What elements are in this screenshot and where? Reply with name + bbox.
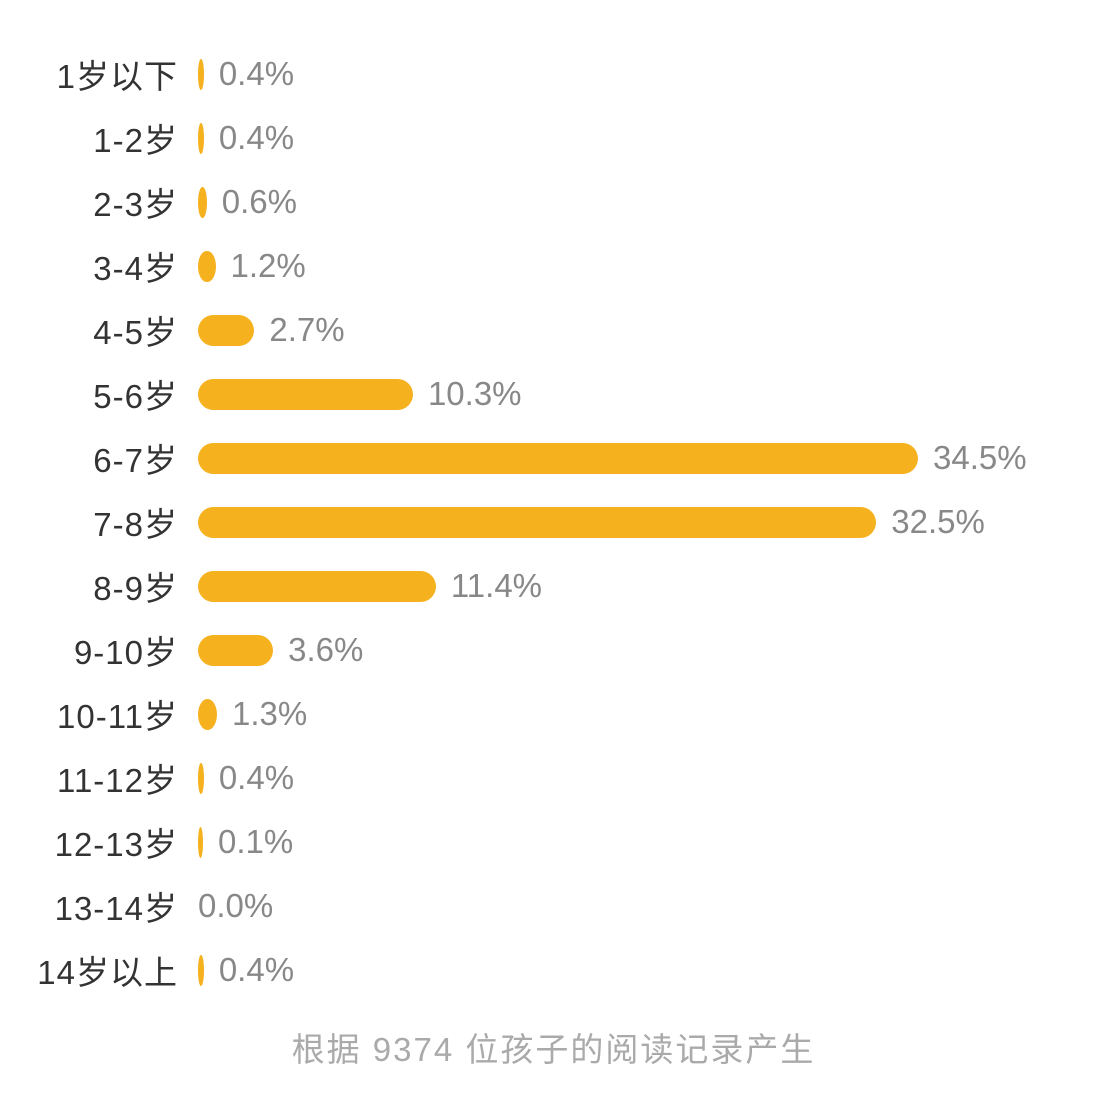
value-label: 0.4% <box>219 119 294 157</box>
bar <box>198 635 273 666</box>
bar-wrapper: 11.4% <box>198 567 1058 605</box>
bar-wrapper: 0.4% <box>198 951 1058 989</box>
bar-wrapper: 10.3% <box>198 375 1058 413</box>
bar <box>198 507 876 538</box>
chart-row: 2-3岁 0.6% <box>0 170 1067 234</box>
bar <box>198 379 413 410</box>
bar-wrapper: 1.2% <box>198 247 1058 285</box>
bar-wrapper: 0.0% <box>198 887 1058 925</box>
bar <box>198 315 254 346</box>
category-label: 4-5岁 <box>0 306 198 354</box>
chart-row: 14岁以上 0.4% <box>0 938 1067 1002</box>
bar-wrapper: 0.1% <box>198 823 1058 861</box>
chart-row: 9-10岁 3.6% <box>0 618 1067 682</box>
value-label: 0.6% <box>222 183 297 221</box>
bar <box>198 827 203 858</box>
bar-wrapper: 3.6% <box>198 631 1058 669</box>
bar-wrapper: 2.7% <box>198 311 1058 349</box>
bar <box>198 443 918 474</box>
chart-row: 11-12岁 0.4% <box>0 746 1067 810</box>
bar <box>198 123 204 154</box>
bar-wrapper: 0.4% <box>198 119 1058 157</box>
chart-row: 1-2岁 0.4% <box>0 106 1067 170</box>
category-label: 13-14岁 <box>0 882 198 930</box>
value-label: 0.0% <box>198 887 273 925</box>
category-label: 8-9岁 <box>0 562 198 610</box>
value-label: 32.5% <box>891 503 985 541</box>
value-label: 0.4% <box>219 951 294 989</box>
chart-row: 13-14岁0.0% <box>0 874 1067 938</box>
bar-wrapper: 1.3% <box>198 695 1058 733</box>
category-label: 3-4岁 <box>0 242 198 290</box>
value-label: 0.4% <box>219 55 294 93</box>
value-label: 2.7% <box>269 311 344 349</box>
bar <box>198 59 204 90</box>
bar-wrapper: 0.4% <box>198 55 1058 93</box>
bar-wrapper: 34.5% <box>198 439 1058 477</box>
value-label: 1.2% <box>231 247 306 285</box>
value-label: 0.4% <box>219 759 294 797</box>
category-label: 9-10岁 <box>0 626 198 674</box>
bar <box>198 763 204 794</box>
bar-wrapper: 0.4% <box>198 759 1058 797</box>
value-label: 10.3% <box>428 375 522 413</box>
category-label: 2-3岁 <box>0 178 198 226</box>
chart-footer-note: 根据 9374 位孩子的阅读记录产生 <box>0 1023 1107 1071</box>
chart-row: 12-13岁 0.1% <box>0 810 1067 874</box>
chart-row: 1岁以下 0.4% <box>0 42 1067 106</box>
value-label: 3.6% <box>288 631 363 669</box>
category-label: 12-13岁 <box>0 818 198 866</box>
value-label: 34.5% <box>933 439 1027 477</box>
bar <box>198 251 216 282</box>
bar-wrapper: 32.5% <box>198 503 1058 541</box>
bar <box>198 187 207 218</box>
bar <box>198 699 217 730</box>
category-label: 5-6岁 <box>0 370 198 418</box>
category-label: 7-8岁 <box>0 498 198 546</box>
chart-row: 5-6岁 10.3% <box>0 362 1067 426</box>
category-label: 1-2岁 <box>0 114 198 162</box>
chart-row: 4-5岁 2.7% <box>0 298 1067 362</box>
chart-row: 3-4岁 1.2% <box>0 234 1067 298</box>
category-label: 11-12岁 <box>0 754 198 802</box>
chart-row: 8-9岁 11.4% <box>0 554 1067 618</box>
value-label: 1.3% <box>232 695 307 733</box>
bar <box>198 571 436 602</box>
category-label: 14岁以上 <box>0 946 198 994</box>
chart-row: 7-8岁 32.5% <box>0 490 1067 554</box>
bar <box>198 955 204 986</box>
value-label: 11.4% <box>451 567 542 605</box>
value-label: 0.1% <box>218 823 293 861</box>
age-distribution-chart: 1岁以下 0.4% 1-2岁 0.4% 2-3岁 0.6% 3-4岁 1.2% 4-5岁 2.7%… <box>0 0 1107 1002</box>
category-label: 1岁以下 <box>0 50 198 98</box>
category-label: 6-7岁 <box>0 434 198 482</box>
chart-row: 6-7岁 34.5% <box>0 426 1067 490</box>
bar-wrapper: 0.6% <box>198 183 1058 221</box>
chart-row: 10-11岁 1.3% <box>0 682 1067 746</box>
category-label: 10-11岁 <box>0 690 198 738</box>
